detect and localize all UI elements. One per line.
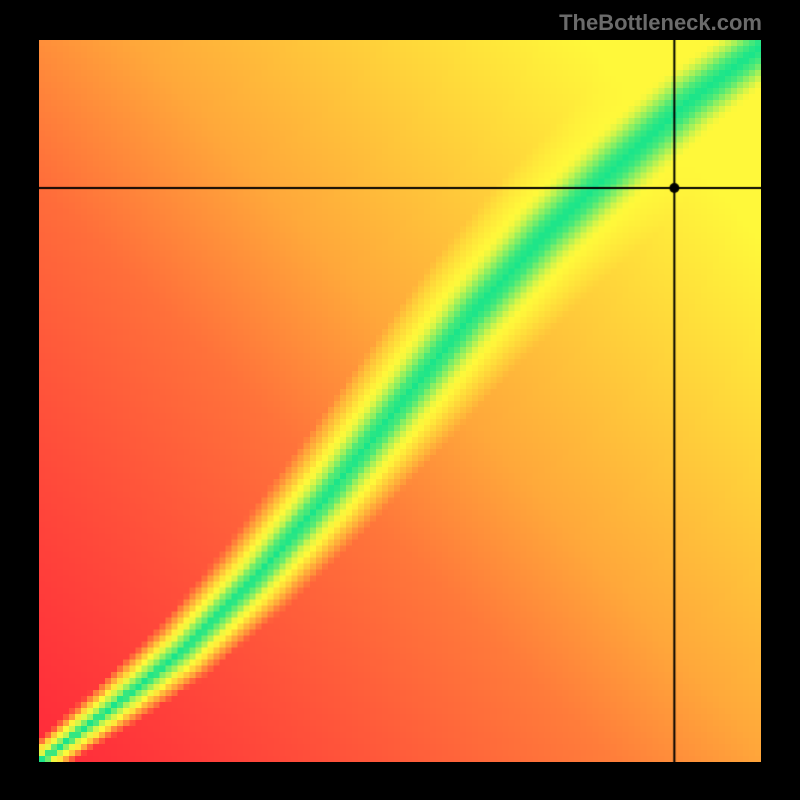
figure-root: TheBottleneck.com <box>0 0 800 800</box>
watermark-text: TheBottleneck.com <box>559 10 762 36</box>
crosshair-overlay <box>39 40 761 762</box>
